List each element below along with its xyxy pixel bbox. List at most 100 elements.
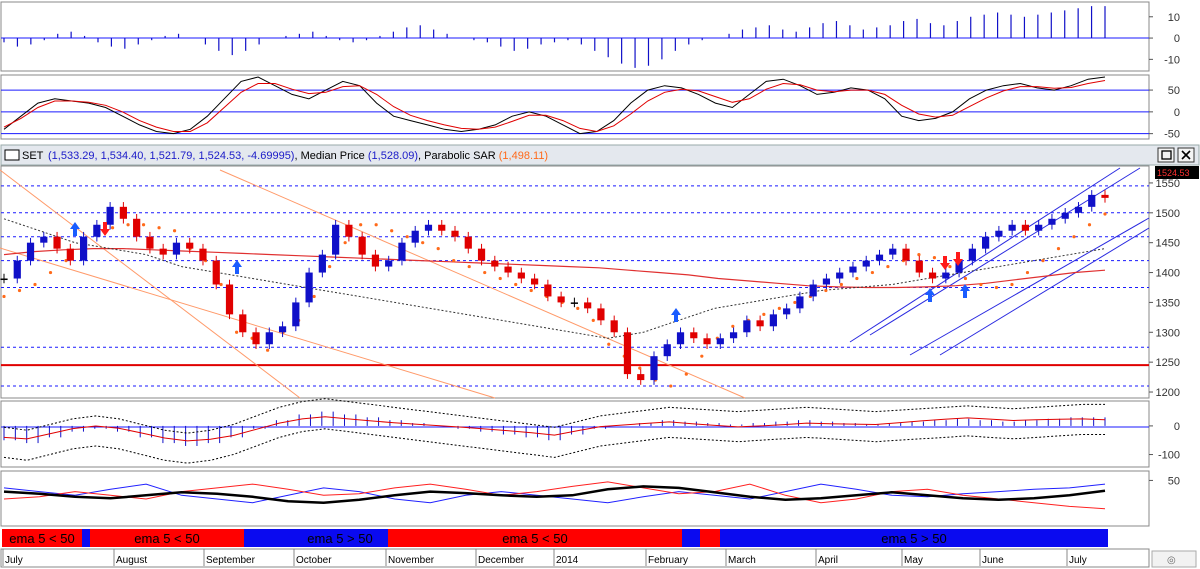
candle-body [597,308,605,321]
candle-body [318,254,326,273]
candle-body [915,260,923,273]
header-median-label: Median Price [301,150,365,162]
candle-body [743,320,751,333]
regime-segment [720,529,1108,547]
sar-dot [870,270,874,275]
candle-body [783,308,791,315]
tick-label: 1350 [1156,297,1180,309]
candle-body [172,242,181,255]
sar-dot [33,282,37,287]
macd-signal-line [3,416,1106,442]
sar-dot [824,288,828,293]
tick-label: 1400 [1156,268,1180,280]
sar-dot [405,235,409,239]
close-button[interactable] [1177,147,1195,163]
sar-dot [607,342,611,346]
sar-dot [1103,212,1107,216]
price-panel: 1550 1500 1450 1400 1350 1300 1250 1200 1524.53 [0,165,1199,399]
tick-label: 50 [1168,85,1180,97]
candle-body [1088,194,1096,207]
sar-dot [1025,270,1030,275]
candle-body [477,248,486,261]
stochastic-d-line [3,80,1106,133]
scroll-handle[interactable]: ◎ [1151,550,1197,568]
sar-dot [963,276,968,281]
candle-body [411,230,419,243]
sar-dot [793,300,797,305]
buy-signal-arrow [960,284,970,298]
candle-body [146,236,154,249]
dmi-minus-line [3,481,1106,510]
tick-label: 0 [1174,421,1180,433]
tick-label: -10 [1164,54,1180,66]
candle-body [968,248,976,261]
candlesticks [0,190,1109,385]
header-sar-label: Parabolic SAR [424,150,496,162]
regime-segment [90,529,244,547]
header-line: (1,533.29, 1,534.40, 1,521.79, 1,524.53,… [48,150,548,162]
regime-segment [244,529,292,547]
tick-label: 0 [1174,33,1180,45]
candle-body [875,254,884,261]
sar-dot [855,276,859,281]
maximize-button[interactable] [1157,147,1175,163]
uptrend-channel-line [909,217,1150,356]
candle-body [928,272,937,279]
candle-body [517,272,525,279]
sar-dot [886,264,890,269]
candle-body [119,206,127,219]
candle-body [902,248,910,261]
tick-label: 50 [1168,475,1180,487]
candle-body [676,332,685,345]
sar-dot [700,354,704,358]
candle-body [13,260,21,279]
sar-dot [359,223,363,227]
sar-dot [467,264,471,269]
candle-body [0,278,8,281]
sar-dot [1056,247,1061,251]
dmi-panel: 50 [0,470,1180,527]
sar-dot [979,282,983,287]
header-median-value: (1,528.09) [368,150,418,162]
tick-label: 1250 [1156,357,1180,369]
time-axis: July August September October November Decemb… [0,548,1150,568]
sar-dot [219,282,223,287]
regime-label: ema 5 > 50 [307,531,372,546]
month-label: July [1069,555,1087,566]
regime-segment [700,529,720,547]
candle-body [186,242,194,249]
sar-dot [529,288,533,293]
candle-body [584,302,592,309]
month-label: May [904,555,923,566]
candle-body [623,332,632,375]
candle-body [358,236,366,255]
candle-body [690,332,698,339]
last-price-value: 1524.53 [1157,168,1190,178]
candle-body [305,272,313,303]
month-label: November [388,555,435,566]
sar-dot [994,285,999,290]
stochastic-axis: 50 0 -50 [1149,85,1180,141]
sar-dot [1072,235,1076,239]
candle-body [292,302,300,327]
sar-dot [483,270,487,275]
candle-body [212,260,220,285]
sar-dot [576,306,580,310]
uptrend-channel-line [849,167,1121,343]
candle-body [345,224,353,237]
regime-segment [2,529,82,547]
candle-body [889,248,897,255]
sar-dot [932,256,937,260]
candle-body [40,236,48,243]
moving-averages [3,218,1106,339]
regime-segment [388,529,682,547]
scroll-grip-icon: ◎ [1167,555,1176,566]
sell-signal-arrow [940,256,950,270]
sar-dot [110,226,115,230]
sar-dot [498,276,502,281]
series-swatch-icon [4,149,20,161]
candle-body [199,248,207,261]
candle-body [729,332,738,339]
tick-label: -50 [1164,129,1180,141]
